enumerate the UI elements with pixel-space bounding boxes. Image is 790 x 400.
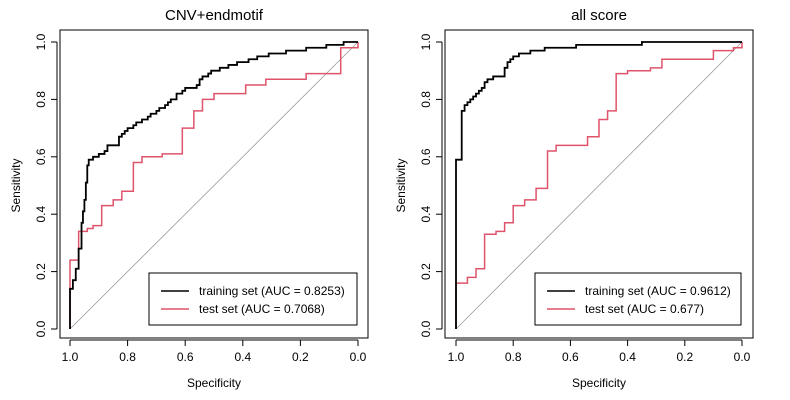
- y-tick-label: 0.0: [34, 320, 48, 337]
- legend-box: [148, 272, 358, 326]
- legend: training set (AUC = 0.8253) test set (AUC…: [148, 272, 358, 326]
- x-tick-label: 0.0: [350, 350, 367, 364]
- y-axis-title: Sensitivity: [9, 158, 23, 212]
- x-tick-label: 1.0: [62, 350, 79, 364]
- y-tick-label: 0.0: [419, 320, 433, 337]
- plot-frame: [444, 29, 754, 339]
- y-axis-title: Sensitivity: [394, 158, 408, 212]
- series-line-test: [455, 42, 743, 329]
- y-tick-label: 0.8: [419, 91, 433, 108]
- legend-label-test: test set (AUC = 0.677): [585, 302, 704, 316]
- y-tick-label: 0.2: [419, 263, 433, 280]
- legend-box: [534, 272, 742, 326]
- chart-panel-1: CNV+endmotif 1.0 0.8 0.6 0.4 0.2 0.0 Specificit…: [9, 7, 369, 390]
- y-tick-label: 0.6: [419, 148, 433, 165]
- plot-frame: [59, 29, 369, 339]
- diagonal-reference-line: [455, 41, 743, 330]
- x-tick-label: 0.0: [734, 350, 751, 364]
- x-tick-label: 0.6: [562, 350, 579, 364]
- legend-label-training: training set (AUC = 0.9612): [585, 284, 731, 298]
- chart-title: all score: [571, 7, 627, 24]
- x-tick-label: 0.4: [619, 350, 636, 364]
- y-tick-label: 0.4: [419, 206, 433, 223]
- y-tick-label: 0.8: [34, 91, 48, 108]
- x-axis-title: Specificity: [572, 376, 626, 390]
- x-tick-label: 0.2: [676, 350, 693, 364]
- x-tick-label: 0.2: [292, 350, 309, 364]
- x-tick-label: 0.4: [234, 350, 251, 364]
- x-tick-label: 0.8: [505, 350, 522, 364]
- y-tick-label: 1.0: [419, 33, 433, 50]
- y-tick-label: 1.0: [34, 33, 48, 50]
- x-axis-title: Specificity: [187, 376, 241, 390]
- series-line-training: [455, 41, 742, 329]
- x-tick-label: 1.0: [448, 350, 465, 364]
- series-line-test: [69, 42, 359, 329]
- x-tick-label: 0.8: [119, 350, 136, 364]
- chart-title: CNV+endmotif: [165, 7, 264, 24]
- legend-label-training: training set (AUC = 0.8253): [199, 284, 345, 298]
- chart-panel-2: all score 1.0 0.8 0.6 0.4 0.2 0.0 Specificity 0.…: [394, 7, 754, 390]
- y-tick-label: 0.2: [34, 263, 48, 280]
- series-line-training: [69, 41, 358, 329]
- x-tick-label: 0.6: [177, 350, 194, 364]
- diagonal-reference-line: [69, 41, 359, 330]
- y-tick-label: 0.4: [34, 206, 48, 223]
- y-tick-label: 0.6: [34, 148, 48, 165]
- legend: training set (AUC = 0.9612) test set (AUC…: [534, 272, 742, 326]
- legend-label-test: test set (AUC = 0.7068): [199, 302, 325, 316]
